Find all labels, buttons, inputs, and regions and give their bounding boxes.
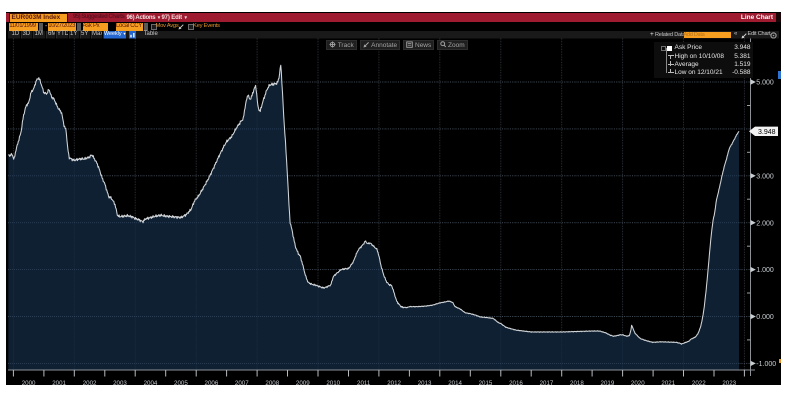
svg-text:2013: 2013 (418, 380, 432, 385)
svg-text:2012: 2012 (387, 380, 401, 385)
svg-text:2018: 2018 (570, 380, 584, 385)
svg-text:2.000: 2.000 (756, 220, 774, 227)
svg-text:1.000: 1.000 (756, 267, 774, 274)
svg-text:0.000: 0.000 (756, 314, 774, 321)
svg-text:2021: 2021 (661, 380, 675, 385)
svg-text:2000: 2000 (22, 380, 36, 385)
svg-text:5.000: 5.000 (756, 80, 774, 87)
svg-text:2008: 2008 (265, 380, 279, 385)
svg-text:2015: 2015 (479, 380, 493, 385)
svg-text:2019: 2019 (601, 380, 615, 385)
svg-text:2009: 2009 (296, 380, 310, 385)
svg-text:2023: 2023 (722, 380, 736, 385)
svg-text:2017: 2017 (540, 380, 554, 385)
svg-text:2006: 2006 (205, 380, 219, 385)
svg-text:2005: 2005 (174, 380, 188, 385)
svg-text:3.948: 3.948 (758, 129, 776, 136)
svg-text:2011: 2011 (357, 380, 371, 385)
svg-text:2020: 2020 (631, 380, 645, 385)
svg-text:2001: 2001 (52, 380, 66, 385)
svg-text:2014: 2014 (448, 380, 462, 385)
svg-text:2002: 2002 (83, 380, 97, 385)
svg-text:2010: 2010 (326, 380, 340, 385)
svg-text:-1.000: -1.000 (756, 361, 776, 368)
svg-text:2004: 2004 (144, 380, 158, 385)
svg-text:3.000: 3.000 (756, 173, 774, 180)
svg-text:2003: 2003 (113, 380, 127, 385)
svg-text:2022: 2022 (692, 380, 706, 385)
svg-text:2007: 2007 (235, 380, 249, 385)
svg-text:2016: 2016 (509, 380, 523, 385)
